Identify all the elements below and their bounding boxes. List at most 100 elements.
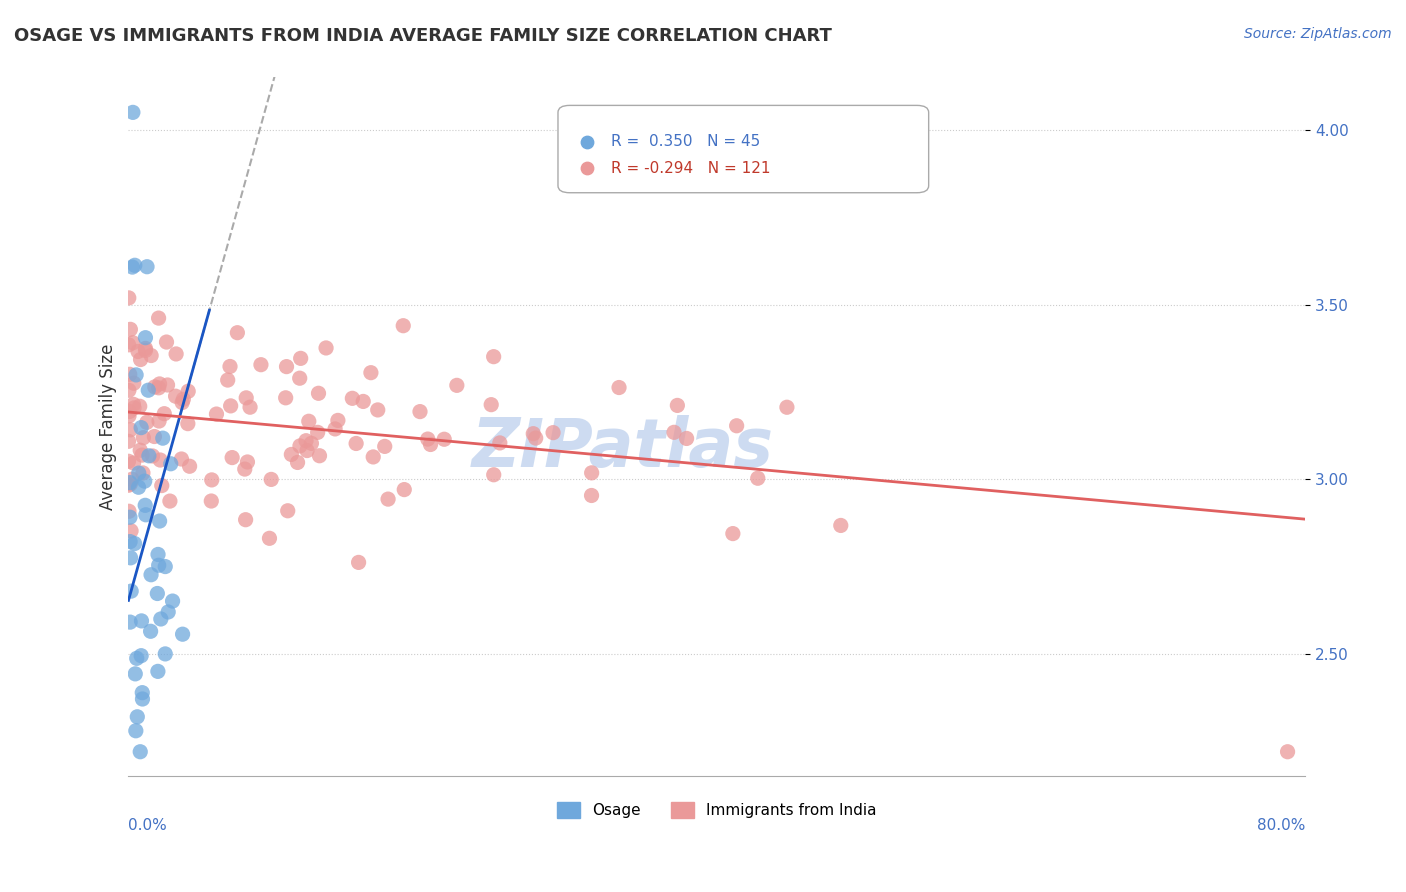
Point	[148, 311, 170, 326]
Point	[149, 514, 172, 528]
Point	[132, 431, 155, 445]
Point	[118, 291, 141, 305]
Point	[479, 398, 502, 412]
Point	[118, 384, 141, 398]
Point	[127, 344, 149, 359]
Point	[148, 414, 170, 428]
Point	[120, 524, 142, 538]
Point	[128, 399, 150, 413]
Point	[200, 494, 222, 508]
Point	[201, 473, 224, 487]
Point	[236, 455, 259, 469]
Point	[260, 472, 283, 486]
Point	[290, 351, 312, 366]
Point	[377, 492, 399, 507]
Point	[541, 425, 564, 440]
Point	[122, 105, 145, 120]
Point	[315, 341, 337, 355]
Point	[120, 550, 142, 565]
Point	[142, 449, 165, 463]
Point	[134, 474, 156, 488]
Point	[299, 436, 322, 450]
Point	[157, 605, 180, 619]
Point	[172, 395, 194, 409]
Point	[159, 494, 181, 508]
Point	[121, 260, 143, 274]
Point	[118, 368, 141, 382]
Point	[156, 378, 179, 392]
Point	[347, 555, 370, 569]
Point	[1277, 745, 1299, 759]
Point	[177, 417, 200, 431]
Point	[118, 409, 141, 423]
Point	[129, 745, 152, 759]
Point	[725, 418, 748, 433]
Point	[143, 380, 166, 394]
Point	[134, 499, 156, 513]
Point	[482, 350, 505, 364]
Point	[607, 380, 630, 394]
Point	[135, 415, 157, 429]
Point	[675, 432, 697, 446]
Point	[581, 488, 603, 502]
Point	[129, 352, 152, 367]
Point	[120, 476, 142, 491]
Text: Source: ZipAtlas.com: Source: ZipAtlas.com	[1244, 27, 1392, 41]
Point	[374, 439, 396, 453]
Legend: Osage, Immigrants from India: Osage, Immigrants from India	[551, 797, 883, 824]
Point	[127, 710, 149, 724]
Point	[120, 615, 142, 629]
Point	[326, 413, 349, 427]
Point	[482, 467, 505, 482]
Point	[277, 504, 299, 518]
Point	[239, 400, 262, 414]
Point	[280, 447, 302, 461]
Point	[776, 401, 799, 415]
Point	[132, 466, 155, 480]
Point	[118, 510, 141, 524]
Point	[148, 381, 170, 395]
Point	[118, 504, 141, 518]
Point	[662, 425, 685, 440]
Point	[117, 434, 139, 449]
Point	[323, 422, 346, 436]
Point	[117, 338, 139, 352]
Text: 0.0%: 0.0%	[128, 818, 167, 833]
Point	[747, 471, 769, 485]
Point	[122, 397, 145, 411]
Point	[219, 359, 242, 374]
Point	[118, 404, 141, 418]
Text: R = -0.294   N = 121: R = -0.294 N = 121	[612, 161, 770, 176]
Point	[394, 483, 416, 497]
Text: ZIPatlas: ZIPatlas	[471, 415, 773, 481]
Point	[117, 454, 139, 468]
Point	[121, 335, 143, 350]
Point	[433, 432, 456, 446]
Point	[226, 326, 249, 340]
Text: OSAGE VS IMMIGRANTS FROM INDIA AVERAGE FAMILY SIZE CORRELATION CHART: OSAGE VS IMMIGRANTS FROM INDIA AVERAGE F…	[14, 27, 832, 45]
Point	[235, 391, 257, 405]
Point	[150, 478, 173, 492]
Point	[122, 456, 145, 470]
Point	[287, 455, 309, 469]
FancyBboxPatch shape	[558, 105, 928, 193]
Point	[308, 449, 330, 463]
Point	[149, 453, 172, 467]
Point	[360, 366, 382, 380]
Point	[134, 342, 156, 356]
Point	[146, 548, 169, 562]
Point	[143, 429, 166, 443]
Point	[134, 331, 156, 345]
Point	[274, 391, 297, 405]
Point	[524, 431, 547, 445]
Point	[131, 448, 153, 462]
Point	[288, 439, 311, 453]
Point	[153, 407, 176, 421]
Point	[134, 343, 156, 358]
Point	[295, 434, 318, 448]
Point	[217, 373, 239, 387]
Point	[122, 401, 145, 415]
Point	[308, 386, 330, 401]
Point	[172, 627, 194, 641]
Point	[136, 383, 159, 397]
